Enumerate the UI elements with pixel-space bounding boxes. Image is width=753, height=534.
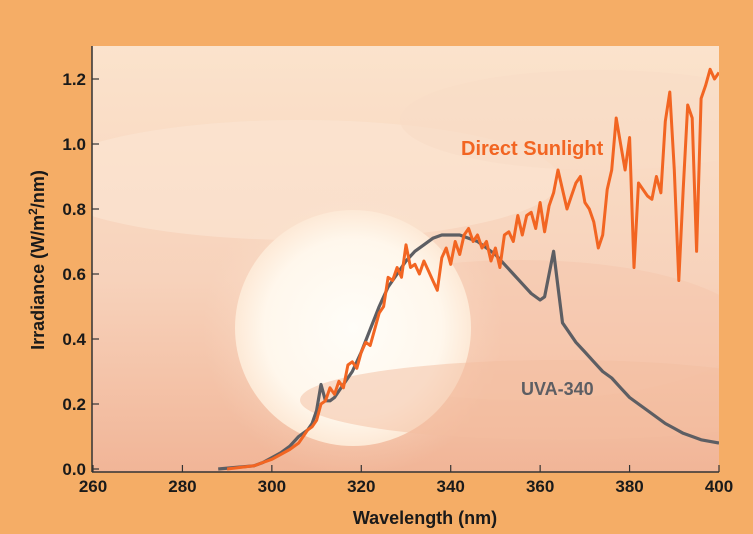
plot-background — [92, 46, 719, 472]
x-tick-label: 300 — [258, 477, 286, 496]
x-tick-label: 260 — [79, 477, 107, 496]
y-tick-label: 0.4 — [62, 330, 86, 349]
x-tick-label: 380 — [615, 477, 643, 496]
series-line-direct-sunlight — [226, 67, 719, 471]
x-tick-label: 280 — [168, 477, 196, 496]
axes: 0.0 0.2 0.4 0.6 0.8 1.0 1.2 260 280 300 320 340 360 3… — [62, 46, 733, 496]
series-label-uva-340: UVA-340 — [521, 379, 594, 399]
x-tick-label: 320 — [347, 477, 375, 496]
x-tick-label: 400 — [705, 477, 733, 496]
y-tick-label: 0.2 — [62, 395, 86, 414]
y-tick-label: 1.0 — [62, 135, 86, 154]
series-label-direct-sunlight: Direct Sunlight — [461, 138, 604, 160]
x-tick-label: 360 — [526, 477, 554, 496]
x-tick-label: 340 — [437, 477, 465, 496]
y-tick-label: 1.2 — [62, 70, 86, 89]
y-tick-label: 0.0 — [62, 460, 86, 479]
y-tick-label: 0.8 — [62, 200, 86, 219]
y-tick-label: 0.6 — [62, 265, 86, 284]
x-axis-title: Wavelength (nm) — [353, 508, 497, 528]
y-axis-title: Irradiance (W/m2/nm) — [26, 170, 48, 350]
